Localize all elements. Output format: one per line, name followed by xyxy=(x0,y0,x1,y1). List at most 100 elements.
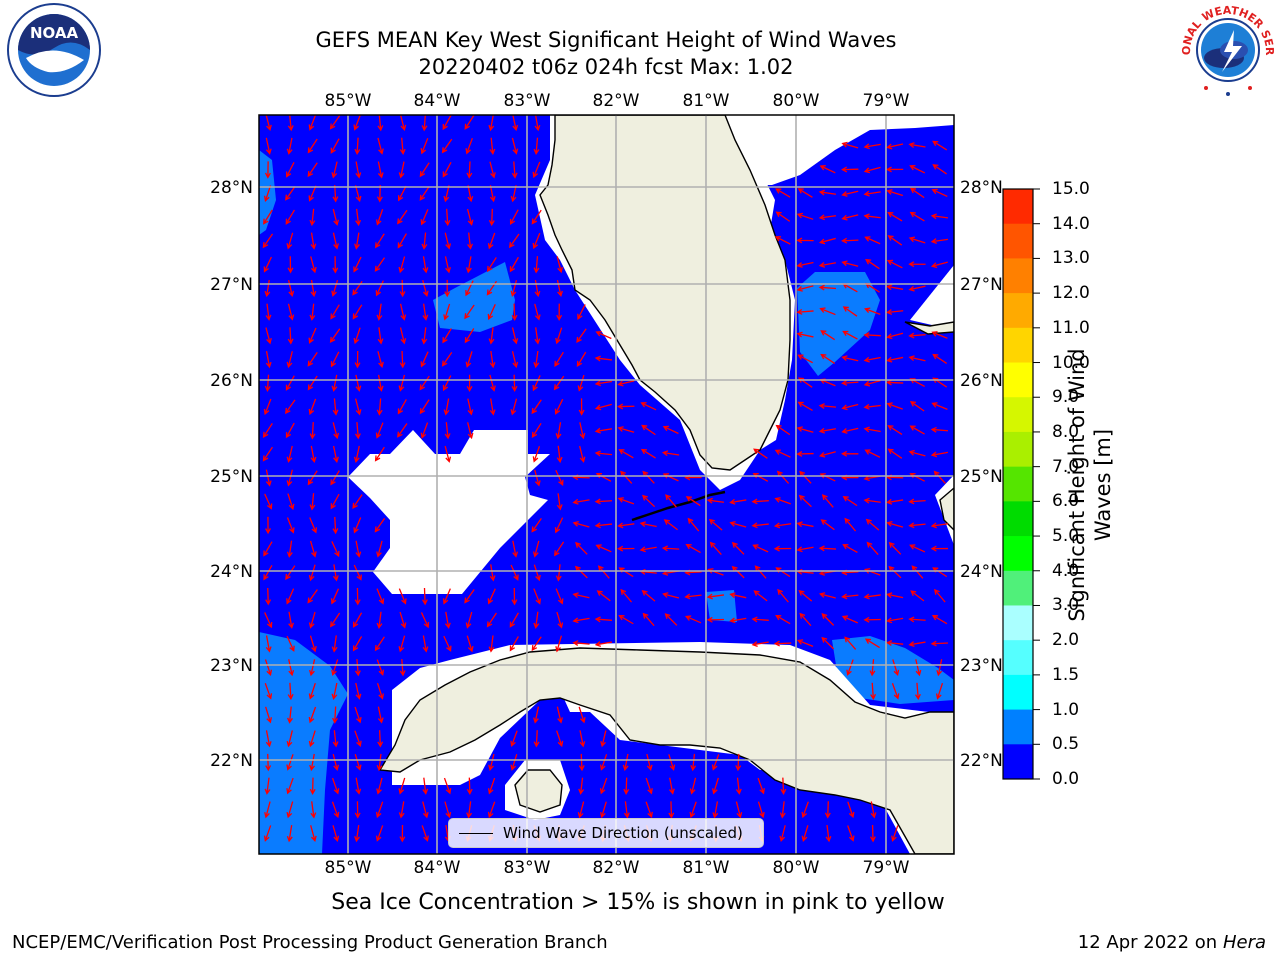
wind-wave-arrow xyxy=(825,824,832,843)
wind-wave-arrow xyxy=(572,498,590,505)
wind-wave-arrow xyxy=(354,137,361,156)
wind-wave-arrow xyxy=(914,682,921,701)
wind-wave-arrow xyxy=(376,540,383,558)
colorbar-tick-label: 9.0 xyxy=(1052,387,1080,408)
wind-wave-arrow xyxy=(689,801,697,819)
colorbar-tick-label: 10.0 xyxy=(1052,352,1090,373)
wind-wave-arrow xyxy=(669,777,675,795)
wind-wave-arrow xyxy=(554,398,564,415)
wind-wave-arrow xyxy=(841,380,859,386)
wind-wave-arrow xyxy=(531,517,542,533)
wind-wave-arrow xyxy=(908,142,926,148)
wind-wave-arrow xyxy=(442,162,452,178)
wind-wave-arrow xyxy=(931,331,948,339)
wind-wave-arrow xyxy=(841,237,859,244)
wind-wave-arrow xyxy=(467,422,474,440)
wind-wave-arrow xyxy=(286,824,293,843)
wind-wave-arrow xyxy=(847,825,855,842)
wind-wave-arrow xyxy=(421,115,428,132)
wind-wave-arrow xyxy=(352,494,363,509)
wind-wave-arrow xyxy=(532,446,541,463)
wind-wave-arrow xyxy=(818,403,837,409)
wind-wave-arrow xyxy=(286,137,293,155)
wind-wave-arrow xyxy=(618,449,634,459)
wind-wave-arrow xyxy=(422,777,429,795)
wind-wave-arrow xyxy=(488,635,495,653)
wind-wave-arrow xyxy=(751,641,769,647)
wind-wave-arrow xyxy=(374,446,385,462)
wind-wave-arrow xyxy=(510,280,518,297)
wind-wave-arrow xyxy=(909,425,925,435)
wind-wave-arrow xyxy=(533,564,541,582)
wind-wave-arrow xyxy=(885,498,904,505)
colorbar-segment xyxy=(1003,744,1033,780)
wind-wave-arrow xyxy=(330,304,340,320)
wind-wave-arrow xyxy=(600,730,607,748)
wind-wave-arrow xyxy=(757,777,765,795)
wind-wave-arrow xyxy=(531,209,542,225)
wind-wave-arrow xyxy=(331,682,338,700)
wind-wave-arrow xyxy=(687,517,700,532)
wind-wave-arrow xyxy=(307,589,318,604)
wind-wave-arrow xyxy=(308,706,317,724)
wind-wave-arrow xyxy=(534,303,541,321)
wind-wave-arrow xyxy=(751,616,769,623)
wind-wave-arrow xyxy=(796,546,814,553)
wind-wave-arrow xyxy=(443,635,452,652)
wind-wave-arrow xyxy=(818,261,836,268)
wind-wave-arrow xyxy=(931,402,948,410)
wind-wave-arrow xyxy=(690,753,697,772)
wind-wave-arrow xyxy=(376,588,385,605)
wind-wave-arrow xyxy=(512,540,519,558)
wind-wave-arrow xyxy=(556,256,564,274)
wind-wave-arrow xyxy=(818,284,837,291)
wind-wave-arrow xyxy=(579,445,586,463)
wind-wave-arrow xyxy=(377,115,384,132)
wind-wave-arrow xyxy=(824,801,831,819)
wind-wave-arrow xyxy=(465,611,473,629)
wind-wave-arrow xyxy=(331,161,338,179)
wind-wave-arrow xyxy=(420,612,430,629)
patch-keys-south xyxy=(706,590,737,622)
wind-wave-arrow xyxy=(617,545,635,552)
wind-wave-arrow xyxy=(375,825,384,842)
wind-wave-arrow xyxy=(796,261,814,268)
wind-wave-arrow xyxy=(775,211,791,222)
wind-wave-arrow xyxy=(398,635,406,653)
wind-wave-arrow xyxy=(489,137,496,156)
wind-wave-arrow xyxy=(908,332,926,339)
wind-wave-arrow xyxy=(533,588,542,605)
wind-wave-arrow xyxy=(572,592,590,599)
wind-wave-arrow xyxy=(863,593,881,600)
wind-wave-arrow xyxy=(285,209,296,225)
wind-wave-arrow xyxy=(512,115,519,132)
colorbar-segment xyxy=(1003,258,1033,294)
wind-wave-arrow xyxy=(665,494,677,508)
wind-wave-arrow xyxy=(532,375,541,392)
wind-wave-arrow xyxy=(821,636,835,650)
colorbar-tick-label: 0.0 xyxy=(1052,769,1080,789)
wind-wave-arrow xyxy=(262,233,274,249)
wind-wave-arrow xyxy=(863,497,881,504)
wind-wave-arrow xyxy=(908,261,926,268)
wind-wave-arrow xyxy=(533,137,540,156)
wind-wave-arrow xyxy=(532,232,541,250)
wind-wave-arrow xyxy=(352,636,363,652)
wind-wave-arrow xyxy=(509,636,519,652)
wind-wave-arrow xyxy=(332,730,339,748)
wind-wave-arrow xyxy=(376,659,385,676)
wind-wave-arrow xyxy=(841,214,859,221)
wind-wave-arrow xyxy=(329,115,341,130)
wind-wave-arrow xyxy=(642,612,655,627)
wind-wave-arrow xyxy=(864,307,881,315)
wind-wave-arrow xyxy=(286,232,294,250)
wind-wave-arrow xyxy=(309,208,316,227)
wind-wave-arrow xyxy=(533,706,540,724)
wind-wave-arrow xyxy=(286,635,295,652)
wind-wave-arrow xyxy=(886,332,904,340)
wind-wave-arrow xyxy=(377,161,384,179)
colorbar-tick-label: 7.0 xyxy=(1052,456,1080,477)
wind-wave-arrow xyxy=(264,683,273,700)
wind-wave-arrow xyxy=(287,115,294,132)
wind-wave-arrow xyxy=(421,825,429,842)
